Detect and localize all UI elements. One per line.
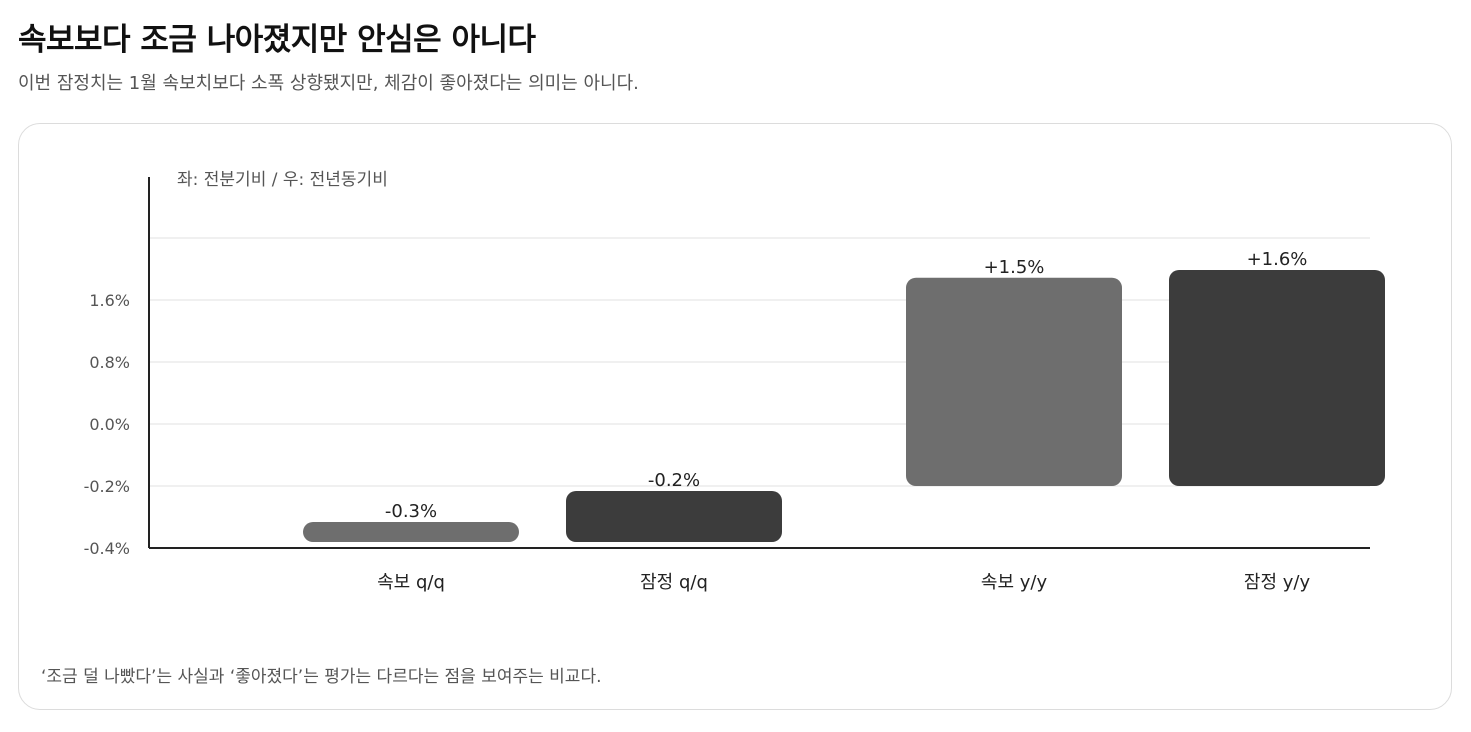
bar-value-label: -0.3% — [385, 501, 437, 522]
x-axis-labels: 속보 q/q 잠정 q/q 속보 y/y 잠정 y/y — [377, 572, 1310, 593]
x-category-label: 잠정 q/q — [640, 572, 708, 593]
bar-chart: -0.4% -0.2% 0.0% 0.8% 1.6% -0.3% -0.2% +1.5% +1… — [84, 170, 1385, 593]
bar-value-label: +1.5% — [984, 257, 1045, 278]
y-tick-label: -0.4% — [84, 539, 130, 558]
axis-note: 좌: 전분기비 / 우: 전년동기비 — [177, 170, 388, 190]
data-labels: -0.3% -0.2% +1.5% +1.6% — [385, 249, 1308, 522]
bar — [303, 522, 519, 542]
bars — [303, 270, 1385, 542]
x-category-label: 잠정 y/y — [1244, 572, 1311, 593]
bar — [1169, 270, 1385, 486]
x-category-label: 속보 q/q — [377, 572, 445, 593]
bar — [906, 277, 1122, 486]
bar — [566, 491, 782, 542]
chart-card: -0.4% -0.2% 0.0% 0.8% 1.6% -0.3% -0.2% +1.5% +1… — [18, 123, 1452, 710]
y-tick-label: 0.0% — [89, 415, 130, 434]
gridlines — [149, 237, 1370, 487]
chart-footnote: ‘조금 덜 나빴다’는 사실과 ‘좋아졌다’는 평가는 다르다는 점을 보여주는… — [41, 667, 602, 687]
y-tick-label: 0.8% — [89, 353, 130, 372]
y-axis-ticks: -0.4% -0.2% 0.0% 0.8% 1.6% — [84, 291, 130, 558]
y-tick-label: 1.6% — [89, 291, 130, 310]
bar-value-label: -0.2% — [648, 470, 700, 491]
page-subtitle: 이번 잠정치는 1월 속보치보다 소폭 상향됐지만, 체감이 좋아졌다는 의미는… — [18, 73, 639, 94]
y-tick-label: -0.2% — [84, 477, 130, 496]
x-category-label: 속보 y/y — [981, 572, 1048, 593]
page-title: 속보보다 조금 나아졌지만 안심은 아니다 — [18, 22, 536, 58]
bar-value-label: +1.6% — [1247, 249, 1308, 270]
